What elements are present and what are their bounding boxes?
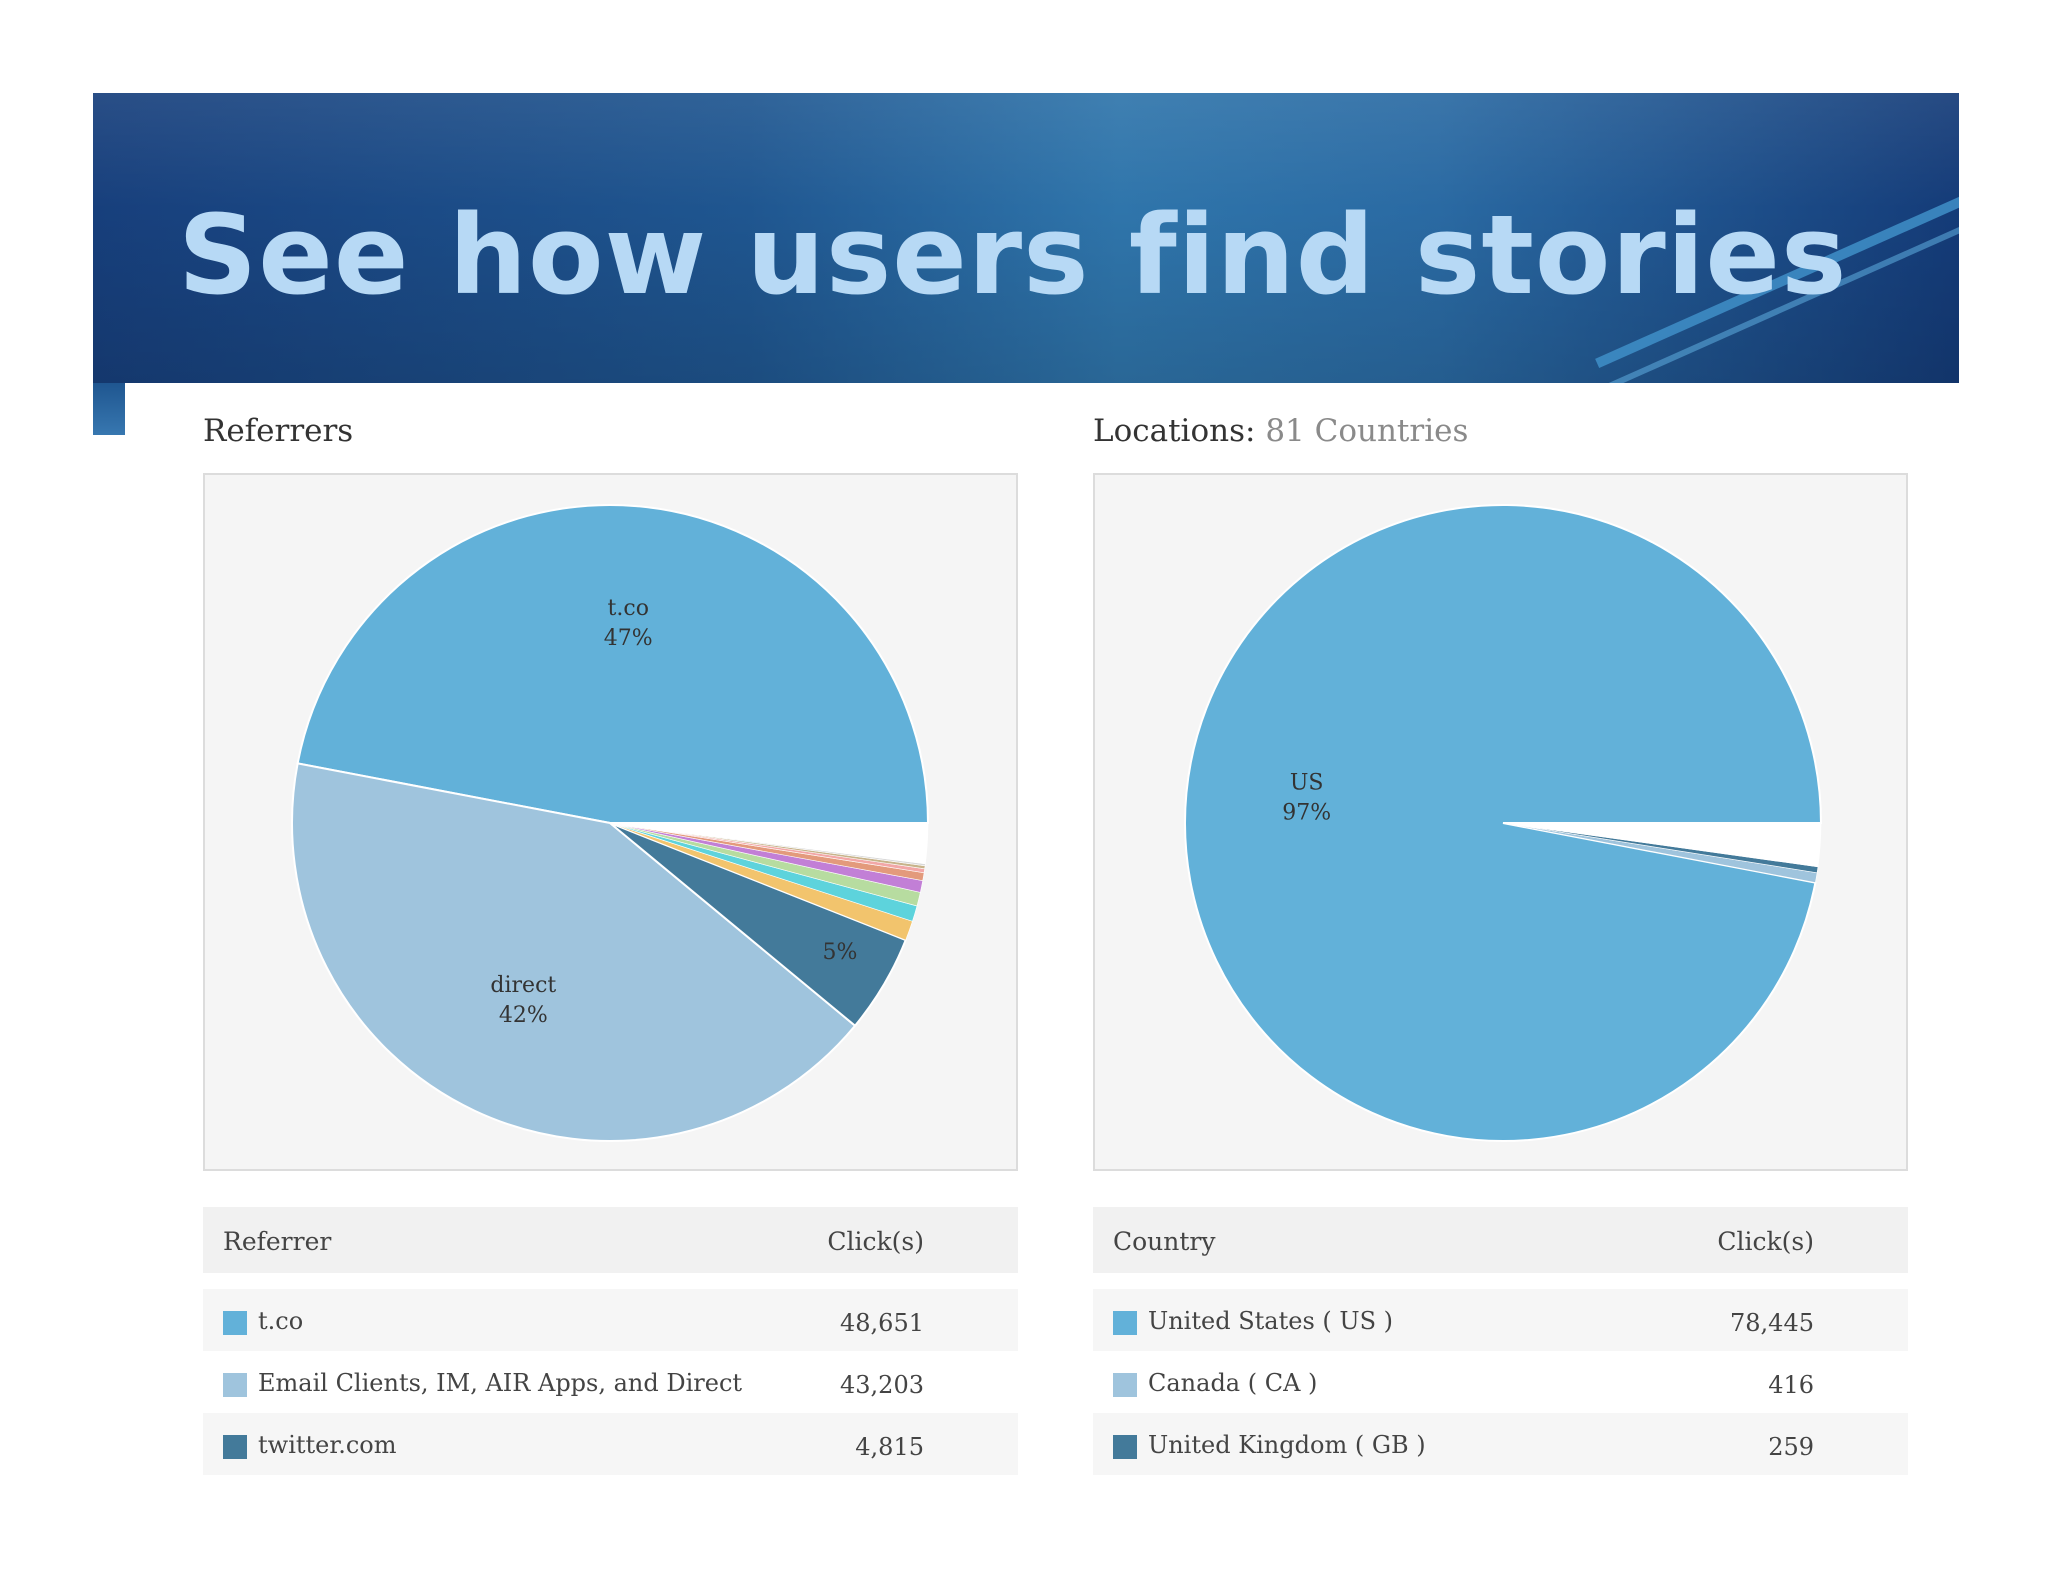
- color-swatch: [223, 1435, 247, 1459]
- referrers-chart: t.co 47% direct 42% 5%: [203, 473, 1018, 1171]
- referrers-table: Referrer Click(s) t.co 48,651 Email Clie…: [203, 1207, 1018, 1475]
- countries-count[interactable]: 81 Countries: [1265, 413, 1469, 449]
- table-row[interactable]: Email Clients, IM, AIR Apps, and Direct …: [203, 1351, 1018, 1413]
- locations-pie: US 97%: [1184, 504, 1823, 1142]
- table-row[interactable]: t.co 48,651: [203, 1289, 1018, 1351]
- color-swatch: [1113, 1373, 1137, 1397]
- referrer-clicks: 4,815: [855, 1433, 924, 1461]
- referrers-heading: Referrers: [203, 413, 353, 449]
- country-name: United Kingdom ( GB ): [1148, 1431, 1426, 1459]
- referrer-name: Email Clients, IM, AIR Apps, and Direct: [258, 1369, 743, 1397]
- referrer-clicks: 48,651: [840, 1309, 924, 1337]
- locations-chart: US 97%: [1093, 473, 1908, 1171]
- pie-slice[interactable]: [1502, 822, 1822, 868]
- referrers-pie: t.co 47% direct 42% 5%: [291, 504, 930, 1142]
- table-row[interactable]: Canada ( CA ) 416: [1093, 1351, 1908, 1413]
- analytics-panel: Referrers t.co 47% direct 42% 5% Referrer Cl…: [125, 383, 1959, 1493]
- locations-heading: Locations: 81 Countries: [1093, 413, 1468, 449]
- color-swatch: [223, 1373, 247, 1397]
- color-swatch: [1113, 1435, 1137, 1459]
- slice-percent-label: 97%: [1282, 800, 1331, 825]
- country-clicks: 78,445: [1730, 1309, 1814, 1337]
- color-swatch: [223, 1311, 247, 1335]
- banner-sliver: [93, 383, 125, 435]
- table-row[interactable]: twitter.com 4,815: [203, 1413, 1018, 1475]
- country-name: United States ( US ): [1148, 1307, 1394, 1335]
- referrer-clicks: 43,203: [840, 1371, 924, 1399]
- referrer-name: twitter.com: [258, 1431, 397, 1459]
- country-name: Canada ( CA ): [1148, 1369, 1318, 1397]
- table-row[interactable]: United States ( US ) 78,445: [1093, 1289, 1908, 1351]
- title-banner: [93, 93, 1959, 383]
- country-clicks-col-header: Click(s): [1717, 1227, 1814, 1256]
- pie-slice-direct[interactable]: [291, 762, 857, 1142]
- slice-percent-label: 47%: [604, 626, 653, 651]
- locations-rows: United States ( US ) 78,445 Canada ( CA …: [1093, 1289, 1908, 1475]
- referrer-clicks-col-header: Click(s): [827, 1227, 924, 1256]
- referrer-col-header: Referrer: [223, 1227, 332, 1256]
- pie-slice-t-co[interactable]: [296, 504, 930, 824]
- referrers-rows: t.co 48,651 Email Clients, IM, AIR Apps,…: [203, 1289, 1018, 1475]
- locations-table-header: Country Click(s): [1093, 1207, 1908, 1273]
- country-clicks: 259: [1768, 1433, 1814, 1461]
- locations-heading-text: Locations:: [1093, 413, 1256, 449]
- color-swatch: [1113, 1311, 1137, 1335]
- referrers-heading-text: Referrers: [203, 413, 354, 449]
- slice-percent-label: 42%: [499, 1003, 548, 1028]
- pie-slice[interactable]: [609, 822, 929, 865]
- slice-name-label: US: [1290, 770, 1324, 795]
- country-col-header: Country: [1113, 1227, 1216, 1256]
- country-clicks: 416: [1768, 1371, 1814, 1399]
- slice-percent-label: 5%: [822, 940, 857, 965]
- slide-title: See how users find stories: [178, 191, 1848, 319]
- slice-name-label: t.co: [608, 596, 649, 621]
- slice-name-label: direct: [490, 973, 556, 998]
- referrers-table-header: Referrer Click(s): [203, 1207, 1018, 1273]
- table-row[interactable]: United Kingdom ( GB ) 259: [1093, 1413, 1908, 1475]
- locations-table: Country Click(s) United States ( US ) 78…: [1093, 1207, 1908, 1475]
- referrer-name: t.co: [258, 1307, 304, 1335]
